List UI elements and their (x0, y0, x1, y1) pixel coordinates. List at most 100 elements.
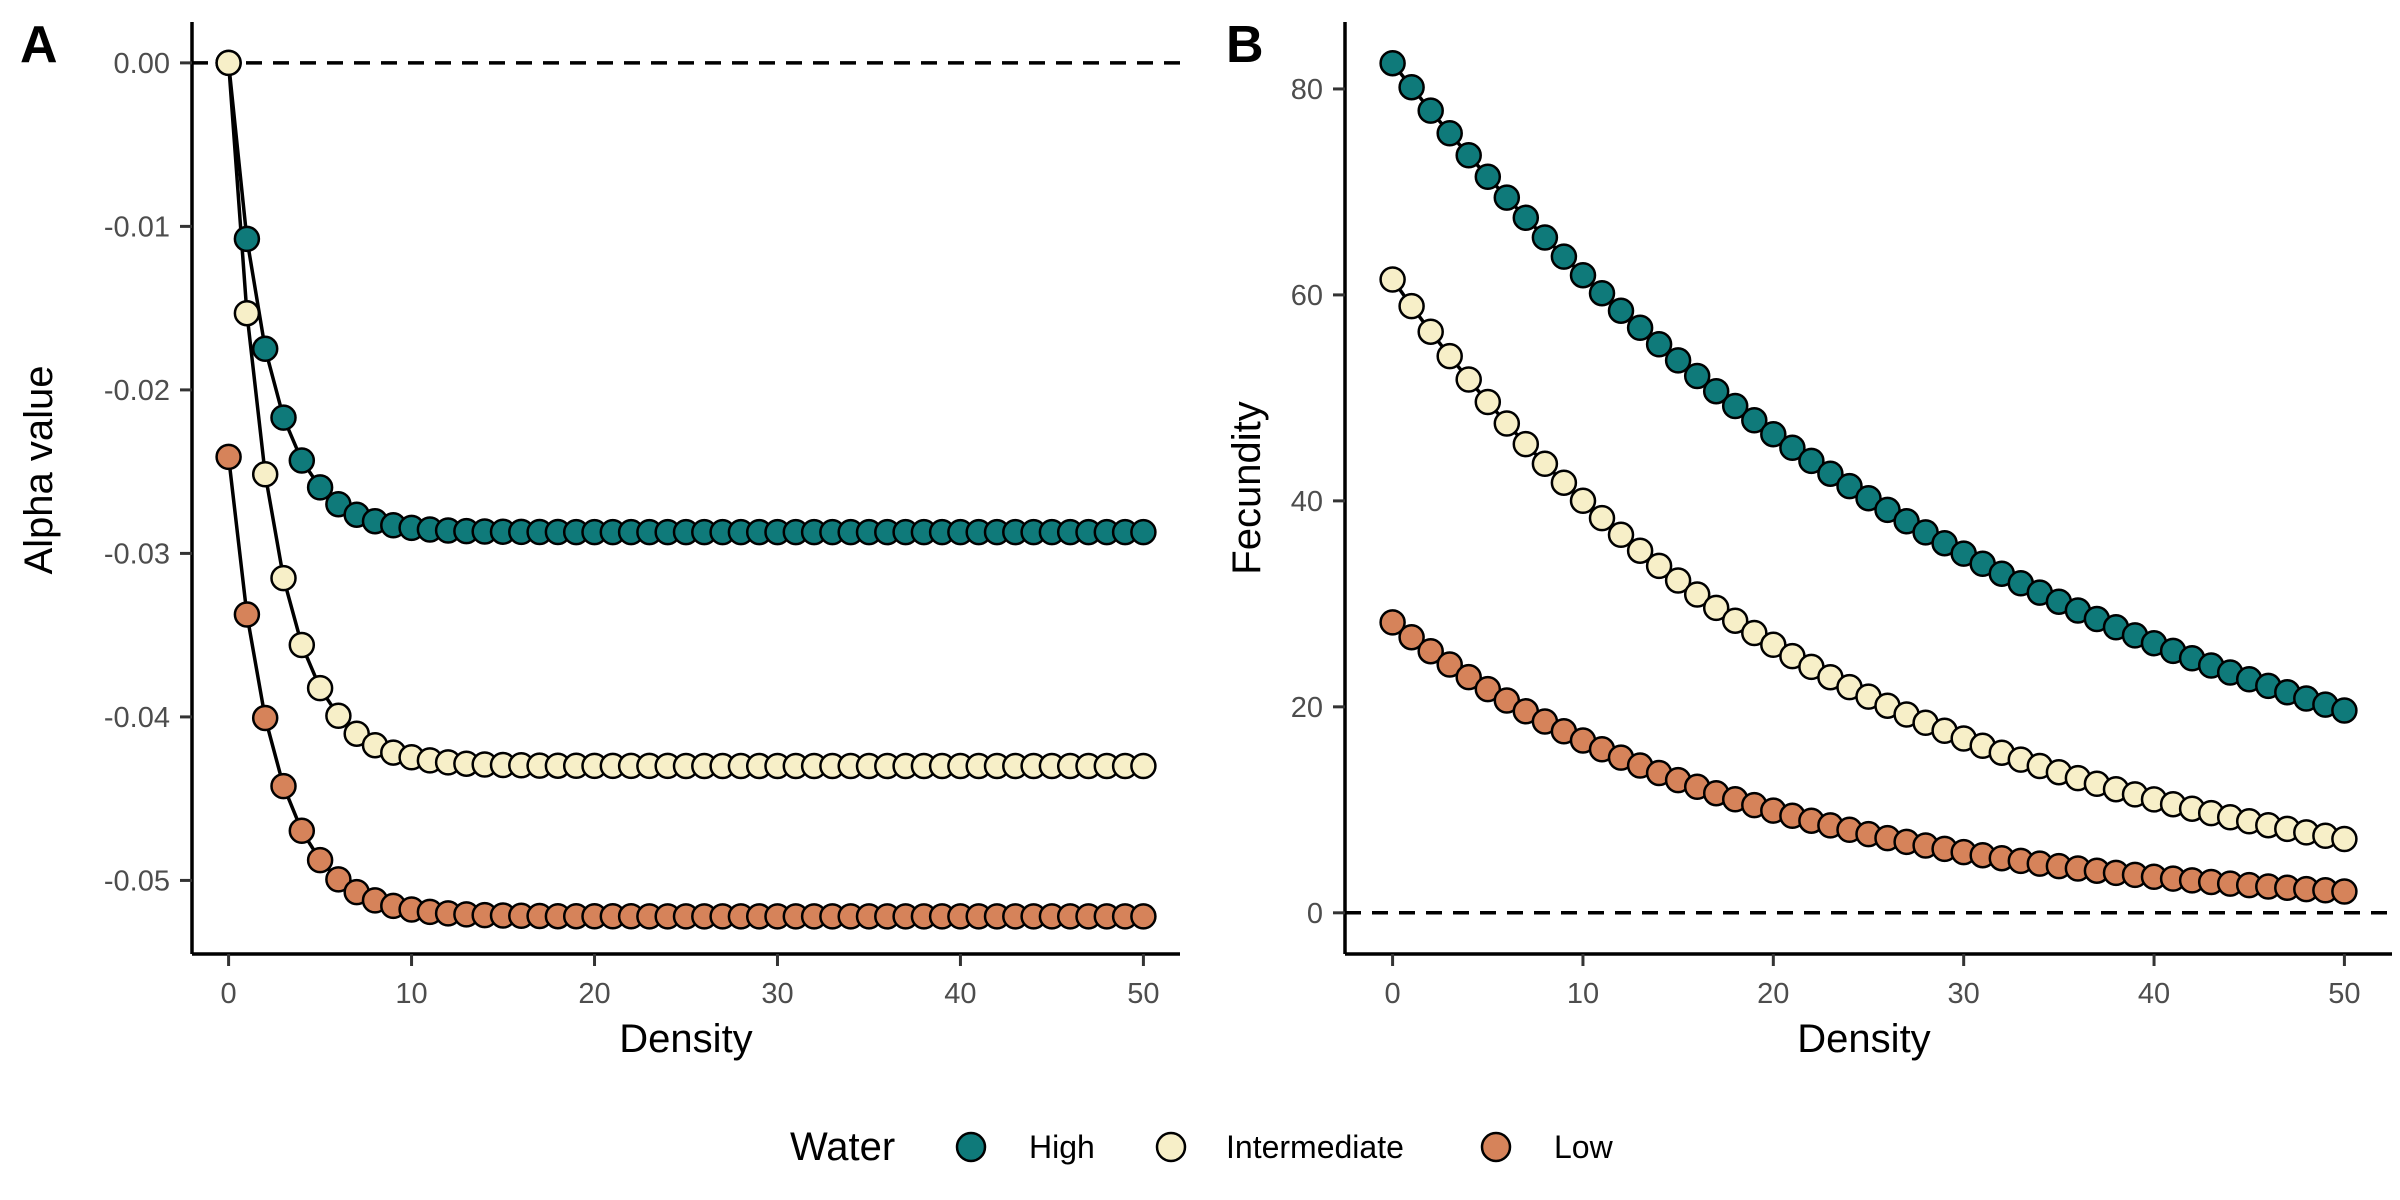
x-tick-label: 20 (578, 978, 610, 1010)
data-point-low (1130, 903, 1157, 930)
data-point-low (288, 817, 316, 845)
panel-b-x-axis-title: Density (1797, 1017, 1930, 1061)
data-point-intermediate (1379, 266, 1406, 293)
data-point-high (1836, 472, 1863, 500)
data-point-intermediate (1721, 607, 1749, 634)
data-point-high (2331, 697, 2358, 724)
panel-a-x-axis-title: Density (619, 1017, 752, 1061)
data-point-low (1474, 675, 1502, 703)
legend-label-low: Low (1554, 1129, 1614, 1165)
data-point-intermediate (1760, 631, 1787, 659)
data-point-intermediate (1569, 487, 1597, 515)
data-point-low (251, 704, 279, 732)
panel-b-series-lines (1391, 62, 2345, 894)
panel-b-tag: B (1226, 16, 1264, 74)
data-point-low (215, 443, 242, 471)
panel-b-y-ticks: 0 20 40 60 80 (1291, 74, 1345, 930)
panel-a-tag: A (20, 16, 58, 74)
x-tick-label: 30 (761, 978, 793, 1010)
y-tick-label: 20 (1291, 692, 1323, 724)
data-point-intermediate (1455, 366, 1482, 393)
y-tick-label: -0.03 (104, 538, 170, 570)
legend-label-high: High (1029, 1129, 1095, 1165)
data-point-low (1398, 623, 1425, 651)
panel-b-points (1379, 49, 2358, 905)
data-point-high (1645, 331, 1673, 358)
data-point-high (1436, 120, 1463, 147)
data-point-high (1874, 496, 1901, 524)
y-tick-label: -0.05 (104, 865, 170, 897)
y-tick-label: -0.02 (104, 375, 170, 407)
data-point-high (1760, 420, 1787, 448)
panel-b-x-ticks: 0 10 20 30 40 50 (1385, 954, 2361, 1010)
data-point-low (2331, 878, 2358, 905)
data-point-high (233, 225, 261, 253)
data-point-high (1531, 224, 1559, 251)
data-point-high (1550, 243, 1578, 270)
data-point-intermediate (288, 631, 316, 659)
x-tick-label: 20 (1757, 978, 1789, 1010)
data-point-high (1741, 407, 1768, 434)
legend-entry-intermediate: Intermediate (1155, 1129, 1404, 1165)
data-point-intermediate (1683, 581, 1711, 608)
data-point-high (1569, 261, 1597, 289)
data-point-intermediate (306, 674, 334, 702)
legend-title: Water (790, 1125, 895, 1169)
data-point-high (1398, 73, 1425, 101)
legend-key-low (1480, 1131, 1512, 1163)
y-tick-label: 0 (1307, 898, 1323, 930)
data-point-high (1798, 447, 1825, 475)
x-tick-label: 0 (1385, 978, 1401, 1010)
legend-key-high (955, 1131, 987, 1163)
data-point-high (251, 335, 279, 363)
panel-b: B Fecundity Density 0 10 20 30 40 50 0 20 40 60 8… (1225, 16, 2392, 1061)
data-point-intermediate (1645, 552, 1673, 580)
data-point-low (233, 601, 261, 628)
data-point-intermediate (1130, 752, 1157, 780)
y-tick-label: -0.01 (104, 211, 170, 243)
panel-b-y-axis-title: Fecundity (1225, 401, 1269, 574)
data-point-intermediate (1436, 342, 1463, 370)
panel-a-points (215, 49, 1157, 930)
data-point-intermediate (1702, 594, 1730, 622)
legend-entry-low: Low (1480, 1129, 1614, 1165)
data-point-high (1130, 518, 1157, 546)
x-tick-label: 50 (1127, 978, 1159, 1010)
data-point-intermediate (1531, 450, 1559, 478)
data-point-intermediate (325, 702, 352, 730)
data-point-high (1626, 314, 1654, 342)
data-point-high (1779, 434, 1806, 462)
data-point-intermediate (1417, 318, 1444, 345)
panel-a-x-ticks: 0 10 20 30 40 50 (221, 954, 1160, 1010)
x-tick-label: 40 (2138, 978, 2170, 1010)
data-point-low (325, 866, 352, 893)
data-point-high (1493, 184, 1521, 211)
data-point-high (1607, 297, 1635, 324)
data-point-high (270, 404, 297, 431)
data-point-high (1855, 484, 1882, 512)
data-point-high (1455, 142, 1482, 169)
data-point-low (1436, 651, 1463, 678)
data-point-intermediate (2331, 825, 2358, 853)
data-point-intermediate (1493, 410, 1521, 437)
x-tick-label: 0 (221, 978, 237, 1010)
y-tick-label: 60 (1291, 280, 1323, 312)
y-tick-label: -0.04 (104, 702, 170, 734)
panel-a-series-lines (226, 62, 1144, 919)
x-tick-label: 30 (1948, 978, 1980, 1010)
series-line-intermediate (1391, 278, 2345, 841)
data-point-low (306, 846, 334, 874)
data-point-low (1455, 663, 1482, 691)
data-point-intermediate (1607, 521, 1635, 549)
data-point-high (1721, 392, 1749, 420)
data-point-intermediate (1741, 619, 1768, 647)
data-point-high (288, 447, 316, 474)
x-tick-label: 10 (395, 978, 427, 1010)
data-point-high (1664, 347, 1692, 374)
data-point-high (1817, 460, 1844, 487)
data-point-high (1474, 163, 1502, 191)
data-point-intermediate (1474, 388, 1502, 416)
series-line-high (226, 62, 1144, 534)
data-point-high (1379, 49, 1406, 77)
